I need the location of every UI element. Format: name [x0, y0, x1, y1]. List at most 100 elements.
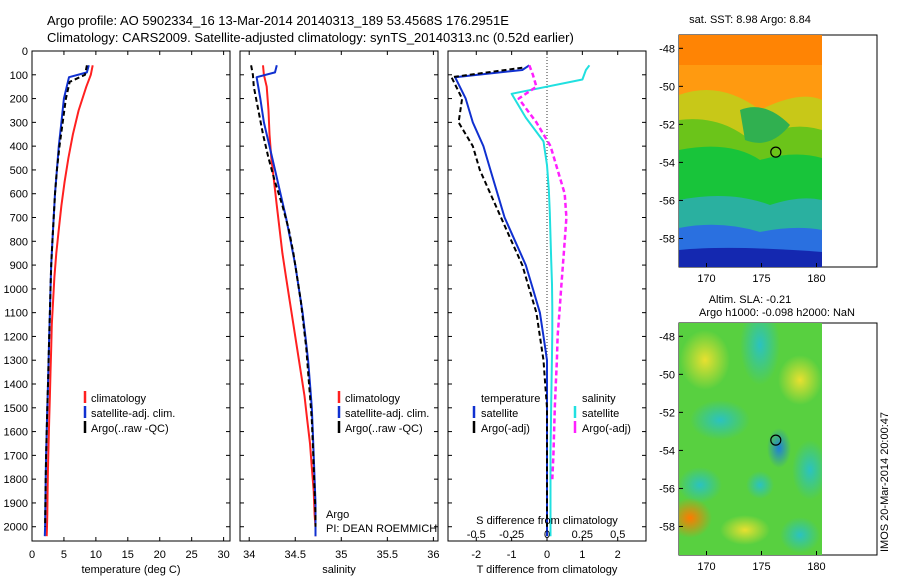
depth-tick-label: 400: [10, 141, 28, 153]
series-line-climatology: [262, 65, 317, 537]
t-difference-xlabel: T difference from climatology: [477, 564, 618, 576]
depth-tick-label: 800: [10, 236, 28, 248]
legend-temperature-title: temperature: [481, 393, 540, 405]
map-y-tick-label: -48: [659, 43, 675, 55]
sla-feature: [679, 467, 722, 503]
map-y-tick-label: -54: [659, 445, 675, 457]
x-tick-label: 30: [217, 549, 229, 561]
salinity-panel-frame: [239, 50, 439, 542]
x-tick-label: 34: [243, 549, 255, 561]
legend-s-argo: Argo(-adj): [582, 423, 631, 435]
sla-heatmap: [679, 323, 822, 555]
x-tick-label: 25: [186, 549, 198, 561]
s-tick-label: 0.5: [610, 529, 625, 541]
depth-tick-label: 900: [10, 260, 28, 272]
x-tick-label: 10: [90, 549, 102, 561]
series-line-salinity-satellite: [510, 64, 591, 537]
series-line-salinity-argo-adj-: [517, 64, 568, 480]
map-x-tick-label: 170: [697, 561, 715, 573]
legend-s-satellite: satellite: [582, 408, 619, 420]
legend-argo: Argo(..raw -QC): [345, 423, 423, 435]
map-y-tick-label: -56: [659, 483, 675, 495]
temperature-series: [43, 65, 94, 537]
map-y-tick-label: -58: [659, 233, 675, 245]
sst-map-axes: 170 175 180 -48 -50 -52 -54 -56 -58: [659, 43, 826, 285]
depth-tick-label: 1600: [4, 427, 28, 439]
sla-feature: [767, 428, 791, 468]
sla-feature: [778, 355, 822, 405]
depth-tick-label: 300: [10, 117, 28, 129]
series-line-argo-raw-qc-: [250, 65, 317, 527]
x-tick-label: 15: [122, 549, 134, 561]
header-line-2: Climatology: CARS2009. Satellite-adjuste…: [47, 30, 574, 45]
s-tick-label: -0.5: [467, 529, 486, 541]
map-y-tick-label: -48: [659, 331, 675, 343]
x-tick-label: 2: [615, 549, 621, 561]
s-tick-label: 0.25: [572, 529, 593, 541]
map-y-tick-label: -52: [659, 119, 675, 131]
difference-x-axis: -2 -1 0 1 2: [471, 51, 621, 561]
depth-tick-label: 1800: [4, 474, 28, 486]
depth-tick-label: 600: [10, 189, 28, 201]
pi-annotation: PI: DEAN ROEMMICH: [326, 523, 437, 535]
depth-tick-label: 200: [10, 94, 28, 106]
map-y-tick-label: -50: [659, 369, 675, 381]
depth-tick-label: 500: [10, 165, 28, 177]
s-difference-title: S difference from climatology: [476, 515, 618, 527]
sla-map-title-2: Argo h1000: -0.098 h2000: NaN: [699, 307, 855, 319]
x-tick-label: 5: [61, 549, 67, 561]
series-line-climatology: [45, 65, 94, 537]
x-tick-label: 36: [427, 549, 439, 561]
argo-annotation: Argo: [326, 509, 349, 521]
legend-t-satellite: satellite: [481, 408, 518, 420]
map-x-tick-label: 170: [697, 273, 715, 285]
depth-tick-label: 0: [22, 46, 28, 58]
temperature-xlabel: temperature (deg C): [81, 564, 180, 576]
sst-field-eddy: [740, 107, 790, 143]
legend-satellite: satellite-adj. clim.: [91, 408, 175, 420]
depth-tick-label: 1700: [4, 450, 28, 462]
salinity-x-axis: 34 34.5 35 35.5 36: [243, 51, 440, 561]
map-x-tick-label: 180: [807, 273, 825, 285]
sla-feature: [780, 517, 820, 553]
x-tick-label: 35.5: [377, 549, 398, 561]
map-y-tick-label: -54: [659, 157, 675, 169]
map-x-tick-label: 180: [807, 561, 825, 573]
map-x-tick-label: 175: [752, 273, 770, 285]
x-tick-label: 35: [335, 549, 347, 561]
difference-series: [450, 64, 591, 537]
depth-tick-label: 100: [10, 70, 28, 82]
x-tick-label: 0: [29, 549, 35, 561]
depth-tick-label: 1100: [4, 308, 28, 320]
depth-tick-label: 2000: [4, 522, 28, 534]
x-tick-label: 0: [544, 549, 550, 561]
legend-climatology: climatology: [91, 393, 147, 405]
depth-axis: 0 100 200 300 400 500 600 700 800 900 1000 1100 1200…: [4, 46, 646, 534]
map-y-tick-label: -52: [659, 407, 675, 419]
depth-tick-label: 700: [10, 213, 28, 225]
sla-map-title-1: Altim. SLA: -0.21: [709, 294, 792, 306]
sla-feature: [680, 330, 730, 390]
sst-field-hot: [679, 35, 822, 65]
temperature-legend: climatology satellite-adj. clim. Argo(..…: [83, 391, 175, 435]
header-line-1: Argo profile: AO 5902334_16 13-Mar-2014 …: [47, 13, 509, 28]
legend-salinity-title: salinity: [582, 393, 616, 405]
depth-tick-label: 1400: [4, 379, 28, 391]
depth-tick-label: 1000: [4, 284, 28, 296]
sst-argo-location-marker: [770, 146, 782, 158]
series-line-temperature-argo-adj-: [450, 66, 548, 527]
s-tick-label: -0.25: [499, 529, 524, 541]
map-y-tick-label: -58: [659, 521, 675, 533]
s-tick-label: 0: [544, 529, 550, 541]
x-tick-label: -2: [471, 549, 481, 561]
salinity-xlabel: salinity: [322, 564, 356, 576]
temperature-x-axis: 0 5 10 15 20 25 30: [29, 51, 230, 561]
salinity-legend: climatology satellite-adj. clim. Argo(..…: [337, 391, 429, 435]
difference-legend: temperature salinity satellite Argo(-adj…: [472, 393, 631, 435]
sst-map-title: sat. SST: 8.98 Argo: 8.84: [689, 14, 811, 26]
sst-heatmap: [679, 35, 822, 267]
sla-argo-location-marker: [770, 434, 782, 446]
footer-stamp: IMOS 20-Mar-2014 20:00:47: [879, 412, 891, 552]
sla-feature: [792, 440, 822, 500]
